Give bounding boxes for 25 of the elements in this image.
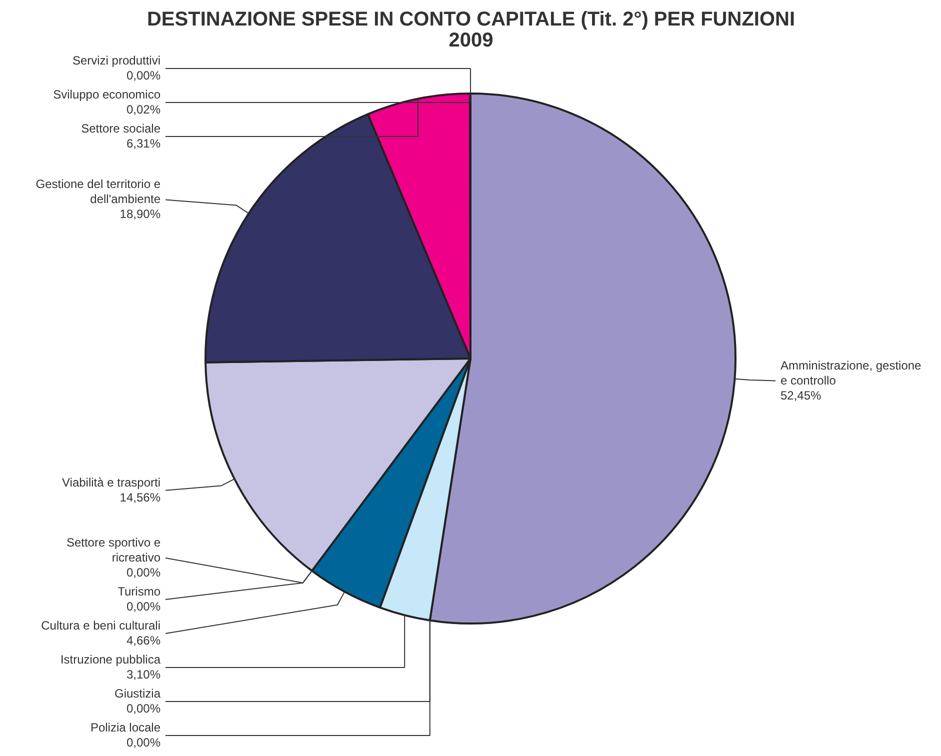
text: 0,00% <box>126 736 161 750</box>
data-label: 3,10% <box>126 668 161 682</box>
category-label: Servizi produttivi <box>72 54 160 68</box>
data-label: 0,02% <box>126 102 161 116</box>
data-label: 6,31% <box>126 136 161 150</box>
data-label: 4,66% <box>126 634 161 648</box>
slice-label: Viabilità e trasporti <box>62 475 161 490</box>
data-label: 52,45% <box>780 388 822 402</box>
slice-label: Sviluppo economico <box>53 88 161 102</box>
slice-label: Istruzione pubblica <box>60 652 161 666</box>
slice-label: Gestione del territorio e dell'ambiente <box>36 177 161 206</box>
data-label: 18,90% <box>120 207 161 222</box>
category-label: Giustizia <box>114 686 160 700</box>
slice-label: Settore sociale <box>81 122 161 136</box>
data-label: 14,56% <box>120 490 161 504</box>
category-label: Turismo <box>118 584 160 598</box>
text: 0,00% <box>126 600 161 614</box>
category-label: Polizia locale <box>90 720 161 734</box>
text: 0,00% <box>126 702 161 716</box>
category-label: Settore sportivo e ricreativo <box>66 536 161 564</box>
slice-label: Amministrazione, gestione e controllo <box>780 358 922 388</box>
text: 0,00% <box>126 68 161 82</box>
slice-label: Cultura e beni culturali <box>41 618 161 632</box>
chart-title: DESTINAZIONE SPESE IN CONTO CAPITALE (Tit. 2°) PER FUNZIONI 2009 <box>146 8 796 52</box>
text: 0,00% <box>126 566 161 580</box>
